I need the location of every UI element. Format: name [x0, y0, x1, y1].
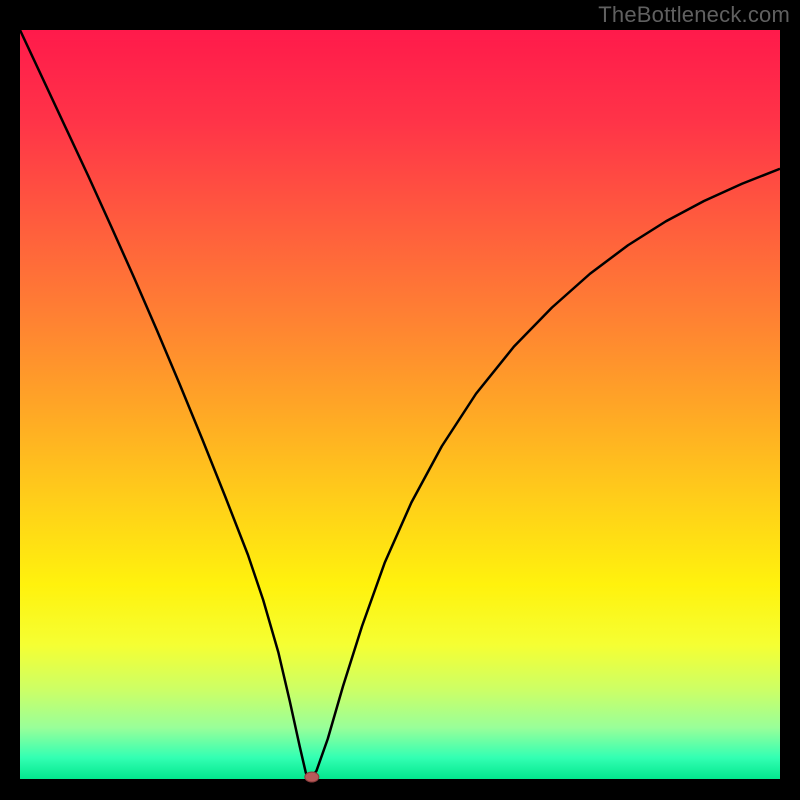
chart-container: TheBottleneck.com — [0, 0, 800, 800]
optimal-marker — [305, 772, 319, 782]
gradient-background — [20, 30, 780, 780]
bottleneck-plot — [0, 0, 800, 800]
watermark-text: TheBottleneck.com — [598, 2, 790, 28]
